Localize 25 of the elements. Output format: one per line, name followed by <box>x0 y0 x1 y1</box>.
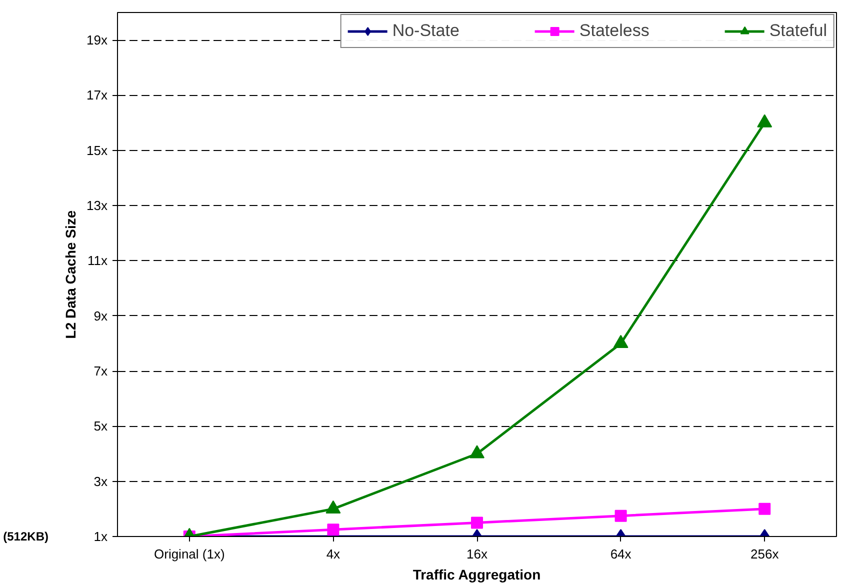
point <box>326 500 341 514</box>
y-tick-label: 17x <box>86 88 108 103</box>
y-tick-label: 11x <box>88 253 108 268</box>
text: (512KB) <box>3 530 49 544</box>
x-tick-label: Original (1x) <box>154 546 225 562</box>
y-tick-label: 13x <box>86 198 108 214</box>
y-tick-label: 19x <box>86 32 108 48</box>
y-tick-label: 9x <box>94 308 108 324</box>
y-axis-title: L2 Data Cache Size <box>62 210 79 339</box>
x-tick-label: 16x <box>466 546 488 562</box>
y-tick-label: 3x <box>94 474 108 489</box>
legend-label: No-State <box>392 21 460 41</box>
x-tick-label: 64x <box>610 546 632 562</box>
y-tick-label: 15x <box>86 142 108 158</box>
legend-label: Stateless <box>579 21 650 41</box>
y-tick-label: 5x <box>94 418 108 434</box>
y-tick-label: 7x <box>94 364 108 379</box>
point <box>757 114 772 128</box>
point <box>613 334 628 348</box>
x-tick-label: 4x <box>326 546 341 562</box>
x-tick-label: 256x <box>750 546 780 562</box>
legend-label: Stateful <box>769 21 827 41</box>
x-axis-title: Traffic Aggregation <box>412 566 541 582</box>
y-tick-label: 1x <box>94 529 108 544</box>
point <box>470 445 484 458</box>
